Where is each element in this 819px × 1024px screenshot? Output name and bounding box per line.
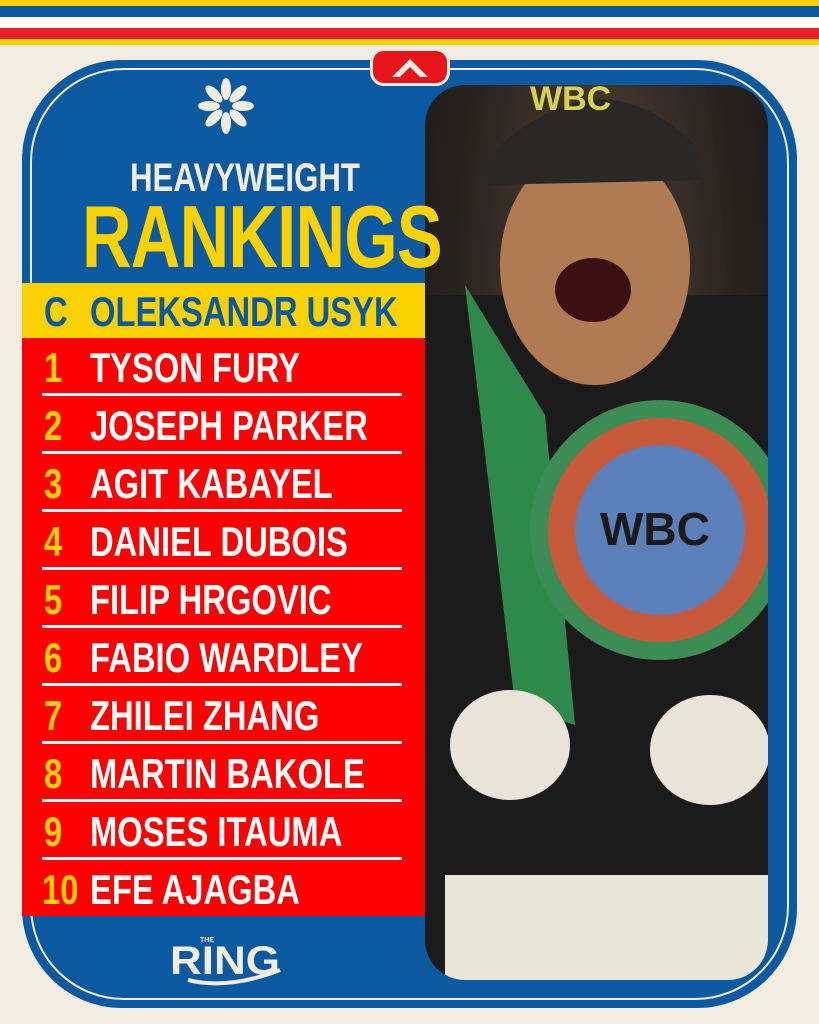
row-divider [42, 799, 402, 802]
ranking-row: 10 EFE AJAGBA [22, 860, 425, 918]
fighter-name: JOSEPH PARKER [90, 402, 368, 449]
champion-rank: C [44, 288, 68, 335]
flower-emblem-icon [198, 78, 254, 134]
ranking-row: 9 MOSES ITAUMA [22, 802, 425, 860]
cap-text: WBC [530, 85, 611, 118]
champion-row: C OLEKSANDR USYK [22, 283, 425, 338]
rank-number: 8 [44, 750, 63, 797]
rank-number: 1 [44, 344, 63, 391]
rank-number: 5 [44, 576, 63, 623]
top-tab [370, 48, 450, 86]
row-divider [42, 451, 402, 454]
row-divider [42, 741, 402, 744]
rank-number: 10 [42, 866, 79, 913]
title-weight-class: HEAVYWEIGHT [130, 156, 360, 200]
ranking-row: 1 TYSON FURY [22, 338, 425, 396]
row-divider [42, 625, 402, 628]
stripe-yellow-bottom [0, 39, 819, 45]
fighter-name: MOSES ITAUMA [90, 808, 343, 855]
rankings-list: 1 TYSON FURY 2 JOSEPH PARKER 3 AGIT KABAYEL 4 D… [22, 338, 425, 916]
chevron-up-icon [392, 59, 428, 77]
row-divider [42, 567, 402, 570]
row-divider [42, 393, 402, 396]
stripe-red [0, 28, 819, 39]
row-divider [42, 683, 402, 686]
ranking-row: 3 AGIT KABAYEL [22, 454, 425, 512]
svg-text:THE: THE [200, 937, 214, 944]
ranking-row: 4 DANIEL DUBOIS [22, 512, 425, 570]
champion-name: OLEKSANDR USYK [90, 288, 398, 335]
rank-number: 7 [44, 692, 63, 739]
champion-photo: WBC WBC [425, 85, 768, 980]
rank-number: 6 [44, 634, 63, 681]
rank-number: 3 [44, 460, 63, 507]
rank-number: 4 [44, 518, 63, 565]
row-divider [42, 509, 402, 512]
rank-number: 9 [44, 808, 63, 855]
ranking-row: 2 JOSEPH PARKER [22, 396, 425, 454]
stripe-white [0, 17, 819, 28]
ranking-row: 6 FABIO WARDLEY [22, 628, 425, 686]
stripe-blue [0, 6, 819, 17]
title-rankings: RANKINGS [82, 187, 443, 286]
fighter-name: TYSON FURY [90, 344, 300, 391]
fighter-name: MARTIN BAKOLE [90, 750, 365, 797]
ranking-row: 7 ZHILEI ZHANG [22, 686, 425, 744]
row-divider [42, 857, 402, 860]
the-ring-logo: THE RING [168, 930, 288, 995]
rank-number: 2 [44, 402, 63, 449]
fighter-name: FABIO WARDLEY [90, 634, 364, 681]
fighter-name: EFE AJAGBA [90, 866, 300, 913]
fighter-name: AGIT KABAYEL [90, 460, 333, 507]
svg-text:WBC: WBC [600, 503, 710, 555]
ranking-row: 5 FILIP HRGOVIC [22, 570, 425, 628]
fighter-name: ZHILEI ZHANG [90, 692, 320, 739]
fighter-name: DANIEL DUBOIS [90, 518, 348, 565]
fighter-name: FILIP HRGOVIC [90, 576, 332, 623]
ranking-row: 8 MARTIN BAKOLE [22, 744, 425, 802]
stripe-yellow-top [0, 0, 819, 6]
